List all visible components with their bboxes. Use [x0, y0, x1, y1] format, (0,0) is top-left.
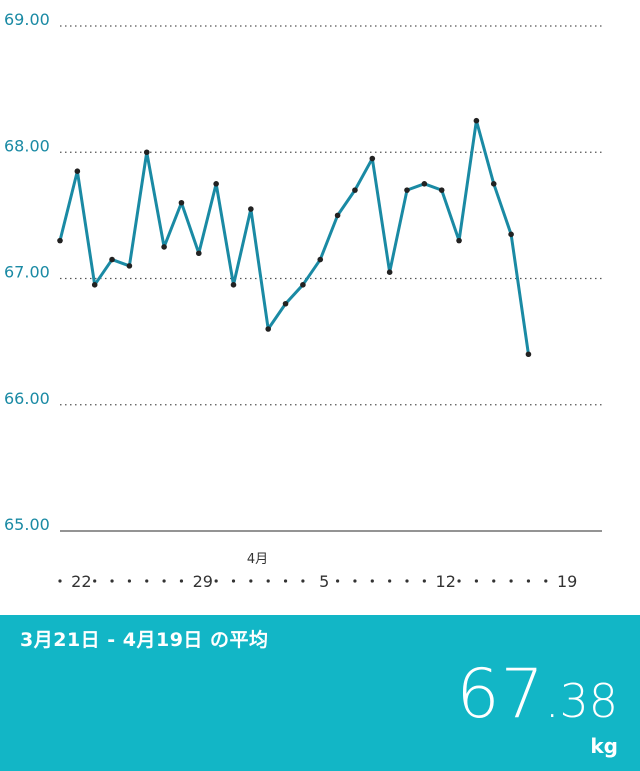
x-axis-day-dot: [370, 579, 374, 583]
data-point: [143, 149, 150, 156]
average-period-title: 3月21日 - 4月19日 の平均: [20, 629, 269, 651]
x-axis-day-dot: [422, 579, 426, 583]
data-point: [178, 199, 185, 206]
x-axis-day-dot: [336, 579, 340, 583]
x-axis-day-dot: [162, 579, 166, 583]
data-point: [248, 206, 254, 212]
x-tick-label: 29: [193, 572, 213, 591]
x-tick-label: 5: [319, 572, 329, 591]
average-value: 67.38: [456, 661, 618, 729]
data-point: [473, 117, 480, 124]
average-value-fraction: .38: [544, 674, 618, 728]
x-axis-day-dot: [58, 579, 62, 583]
weight-series-line: [58, 119, 530, 356]
average-value-integer: 67: [456, 655, 545, 734]
x-axis-day-dot: [457, 579, 461, 583]
x-axis-day-dot: [283, 579, 288, 583]
y-tick-label: 65.00: [4, 515, 50, 534]
x-axis-day-dot: [249, 579, 253, 583]
data-point: [213, 181, 219, 187]
data-point: [369, 155, 376, 162]
y-tick-label: 67.00: [4, 263, 50, 282]
data-point: [91, 282, 98, 288]
x-axis-day-dot: [93, 579, 97, 583]
data-point: [196, 250, 202, 257]
average-unit: kg: [590, 734, 618, 758]
x-axis-day-dot: [127, 579, 131, 583]
x-axis-day-dot: [405, 579, 409, 583]
data-point: [317, 256, 324, 263]
data-point: [126, 263, 133, 269]
data-point: [508, 231, 514, 238]
x-axis-day-dot: [214, 579, 218, 583]
month-label: 4月: [247, 552, 268, 567]
data-point: [386, 269, 393, 275]
average-panel: 3月21日 - 4月19日 の平均 67.38 kg: [0, 615, 640, 771]
data-point: [334, 212, 341, 219]
y-tick-label: 69.00: [4, 10, 50, 29]
x-axis-day-dot: [492, 579, 496, 583]
x-axis-day-dot: [353, 579, 357, 583]
data-point: [300, 282, 306, 288]
data-point: [265, 326, 272, 332]
data-point: [352, 187, 358, 193]
data-point: [230, 282, 237, 288]
data-point: [74, 168, 81, 174]
data-point: [525, 351, 532, 358]
x-tick-label: 22: [71, 572, 91, 591]
data-point: [456, 237, 462, 244]
x-axis-day-dot: [388, 579, 392, 583]
data-point: [490, 181, 497, 187]
y-tick-label: 66.00: [4, 389, 50, 408]
x-axis-day-dot: [544, 579, 548, 583]
y-tick-label: 68.00: [4, 136, 50, 155]
data-point: [161, 244, 167, 250]
x-axis-day-dot: [526, 579, 531, 583]
x-axis-day-dot: [231, 579, 236, 583]
data-point: [421, 181, 428, 187]
data-point: [109, 256, 115, 263]
x-axis-day-dot: [509, 579, 513, 583]
x-axis-day-dot: [179, 579, 184, 583]
x-axis-day-dot: [110, 579, 114, 583]
x-axis-day-dot: [474, 579, 478, 583]
data-point: [282, 300, 289, 307]
x-tick-label: 12: [436, 572, 456, 591]
x-axis-day-dot: [145, 579, 149, 583]
x-axis-day-dot: [266, 579, 270, 583]
data-point: [404, 187, 410, 193]
data-point: [57, 237, 63, 244]
x-tick-label: 19: [557, 572, 577, 591]
x-axis-day-dot: [301, 579, 305, 583]
weight-line-chart: 69.00 68.00 67.00 66.00 65.00 22 29 5 12 19 4月: [4, 10, 602, 591]
data-point: [438, 187, 445, 193]
